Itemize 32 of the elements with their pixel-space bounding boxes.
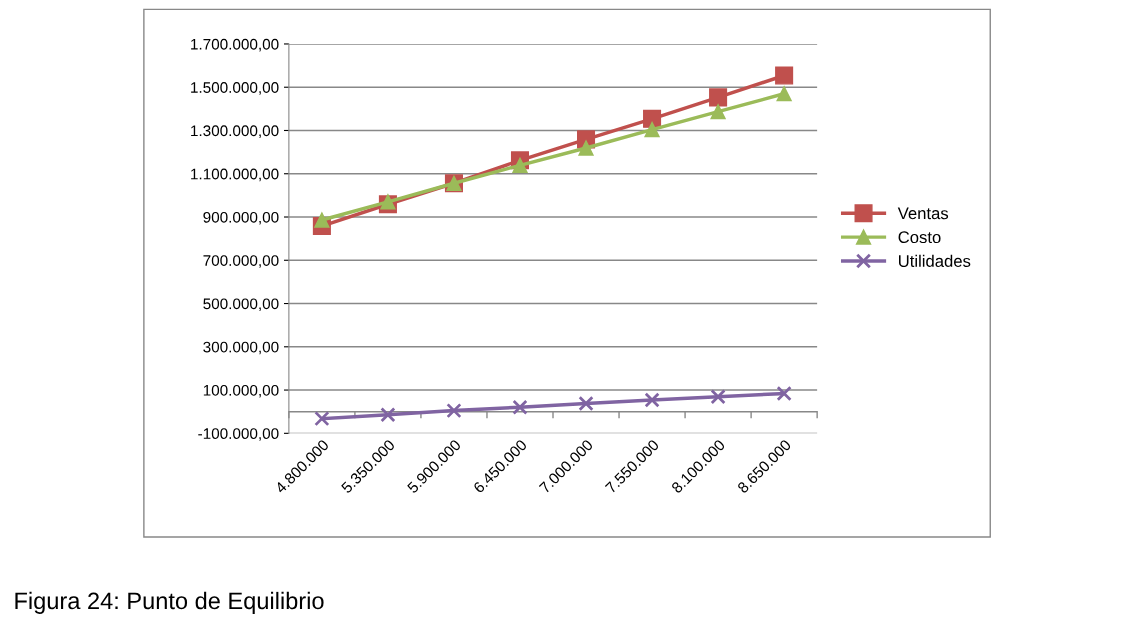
point [380,407,396,423]
point [710,104,726,120]
y-tick-label: -100.000,00 [198,428,279,441]
y-tick-label: 1.100.000,00 [191,168,279,182]
point [446,402,462,419]
y-tick-label: 700.000,00 [203,255,279,268]
point [380,194,396,210]
point [710,389,726,405]
point [709,88,728,107]
y-tick-label: 900.000,00 [203,211,279,225]
y-tick-label: 500.000,00 [203,298,279,312]
point [776,86,792,102]
point [643,109,662,128]
point [644,121,660,138]
legend-label: Ventas [897,207,949,220]
point [578,140,594,156]
legend-label: Costo [898,231,941,244]
point [578,395,594,412]
point [314,212,330,228]
point [512,157,528,173]
point [512,399,528,415]
y-tick-label: 1.300.000,00 [191,125,279,138]
legend-label: Utilidades [899,254,971,267]
y-tick-label: 1.500.000,00 [191,82,279,95]
point [314,410,330,427]
point [644,392,660,408]
point [776,385,792,402]
text: Figura 24: Punto de Equilibrio [15,591,324,614]
y-tick-label: 300.000,00 [203,341,279,355]
point [775,66,794,85]
y-tick-label: 1.700.000,00 [191,38,279,52]
y-tick-label: 100.000,00 [203,384,279,398]
